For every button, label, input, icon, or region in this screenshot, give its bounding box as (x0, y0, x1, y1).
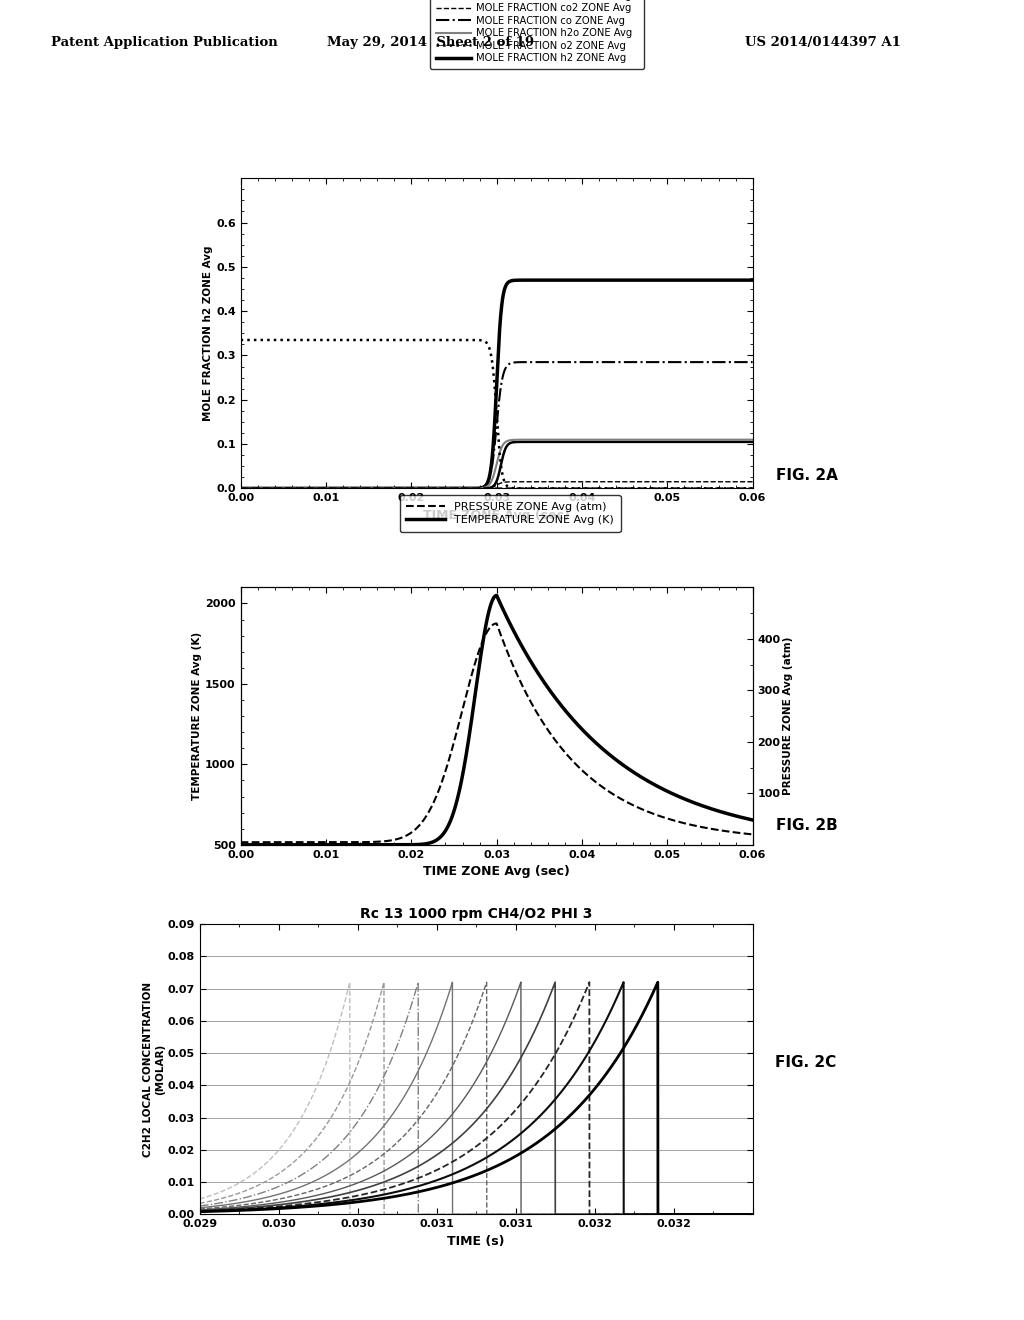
Text: FIG. 2B: FIG. 2B (776, 817, 838, 833)
X-axis label: TIME ZONE Avg (sec): TIME ZONE Avg (sec) (423, 508, 570, 521)
Legend: PRESSURE ZONE Avg (atm), TEMPERATURE ZONE Avg (K): PRESSURE ZONE Avg (atm), TEMPERATURE ZON… (399, 495, 621, 532)
Y-axis label: C2H2 LOCAL CONCENTRATION
(MOLAR): C2H2 LOCAL CONCENTRATION (MOLAR) (143, 982, 165, 1156)
Title: Rc 13 1000 rpm CH4/O2 PHI 3: Rc 13 1000 rpm CH4/O2 PHI 3 (360, 907, 592, 921)
Y-axis label: PRESSURE ZONE Avg (atm): PRESSURE ZONE Avg (atm) (783, 638, 794, 795)
Text: May 29, 2014  Sheet 2 of 19: May 29, 2014 Sheet 2 of 19 (327, 36, 534, 49)
Y-axis label: MOLE FRACTION h2 ZONE Avg: MOLE FRACTION h2 ZONE Avg (203, 246, 213, 421)
X-axis label: TIME (s): TIME (s) (447, 1234, 505, 1247)
Legend: MOLE FRACTION c2h2 ZONE Avg, MOLE FRACTION ch4 ZONE Avg, MOLE FRACTION co2 ZONE : MOLE FRACTION c2h2 ZONE Avg, MOLE FRACTI… (430, 0, 644, 69)
Text: FIG. 2C: FIG. 2C (775, 1055, 837, 1071)
Text: Patent Application Publication: Patent Application Publication (51, 36, 278, 49)
Y-axis label: TEMPERATURE ZONE Avg (K): TEMPERATURE ZONE Avg (K) (193, 632, 203, 800)
X-axis label: TIME ZONE Avg (sec): TIME ZONE Avg (sec) (423, 865, 570, 878)
Text: FIG. 2A: FIG. 2A (776, 467, 838, 483)
Text: US 2014/0144397 A1: US 2014/0144397 A1 (745, 36, 901, 49)
